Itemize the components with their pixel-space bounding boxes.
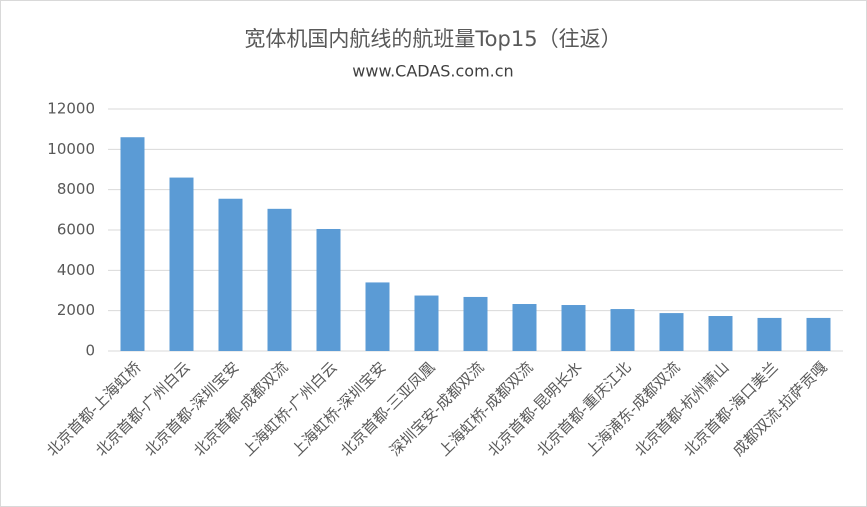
bar: [610, 309, 635, 351]
y-tick-label: 10000: [47, 140, 95, 158]
y-tick-label: 2000: [57, 301, 95, 319]
bar: [218, 198, 243, 351]
chart-title: 宽体机国内航线的航班量Top15（往返）: [244, 27, 621, 51]
bar: [708, 316, 733, 351]
bar: [316, 228, 341, 351]
bar: [463, 296, 488, 351]
bar: [806, 317, 831, 351]
y-tick-label: 8000: [57, 180, 95, 198]
bar: [512, 304, 537, 351]
y-tick-label: 4000: [57, 261, 95, 279]
chart-subtitle: www.CADAS.com.cn: [352, 62, 513, 81]
bar: [757, 317, 782, 351]
bar: [267, 208, 292, 351]
y-tick-label: 6000: [57, 221, 95, 239]
bar: [561, 305, 586, 351]
y-tick-label: 0: [85, 342, 95, 360]
bar: [659, 313, 684, 351]
bar: [414, 295, 439, 351]
bar: [365, 282, 390, 351]
bar: [120, 137, 145, 351]
bar: [169, 177, 194, 351]
y-tick-label: 12000: [47, 100, 95, 118]
